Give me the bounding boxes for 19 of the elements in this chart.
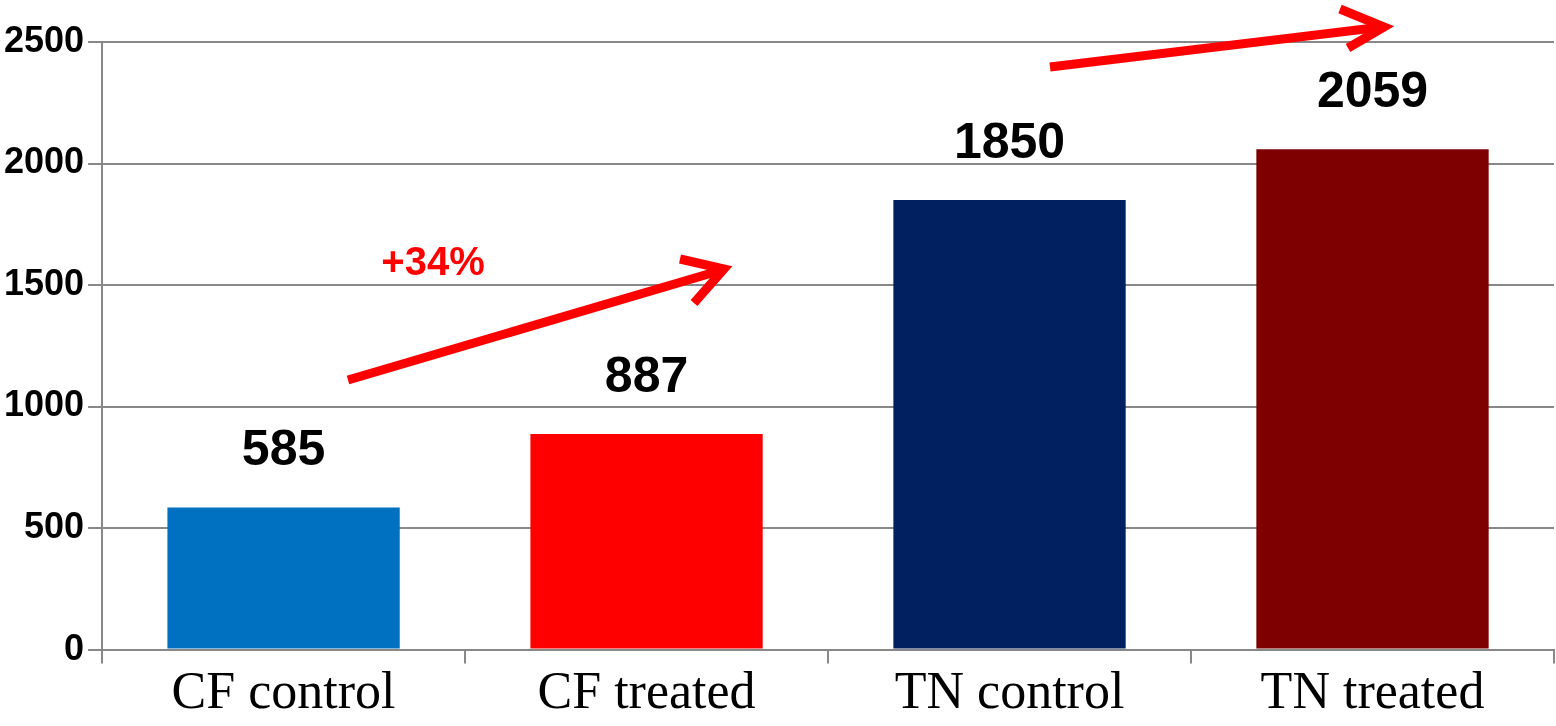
bar bbox=[893, 199, 1126, 649]
bar bbox=[167, 507, 400, 649]
data-label: 887 bbox=[604, 346, 689, 403]
data-label: 585 bbox=[241, 420, 326, 477]
bar bbox=[530, 434, 763, 649]
y-tick-label: 2500 bbox=[3, 18, 85, 60]
data-label: 1850 bbox=[953, 112, 1066, 169]
y-tick-label: 2000 bbox=[3, 140, 85, 182]
x-tick-label: TN treated bbox=[1260, 662, 1485, 720]
x-tick-label: CF treated bbox=[537, 662, 756, 720]
y-tick-label: 1000 bbox=[3, 383, 85, 425]
annotation: +34% bbox=[381, 239, 485, 284]
y-tick-label: 1500 bbox=[3, 261, 85, 303]
y-tick-label: 500 bbox=[24, 505, 85, 546]
data-label: 2059 bbox=[1316, 61, 1429, 118]
x-tick-label: TN control bbox=[894, 662, 1125, 720]
x-tick-label: CF control bbox=[171, 662, 396, 720]
y-tick-label: 0 bbox=[64, 626, 85, 668]
bar bbox=[1256, 149, 1489, 649]
